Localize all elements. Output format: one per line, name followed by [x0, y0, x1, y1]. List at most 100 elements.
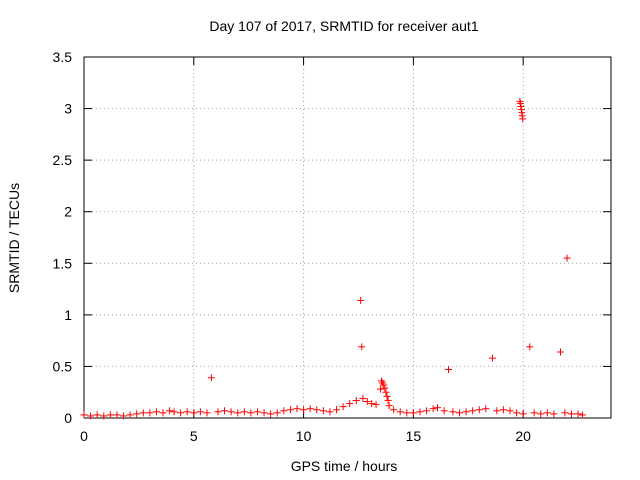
- data-point: [380, 381, 388, 389]
- x-tick-label: 10: [296, 428, 312, 444]
- data-point: [409, 409, 417, 417]
- y-tick-label: 3.5: [53, 49, 73, 65]
- data-point: [126, 411, 134, 419]
- data-point: [434, 404, 442, 412]
- data-point: [106, 411, 114, 419]
- y-axis-label: SRMTID / TECUs: [6, 183, 22, 293]
- data-point: [273, 409, 281, 417]
- data-point: [382, 388, 390, 396]
- data-point: [326, 408, 334, 416]
- data-point: [203, 409, 211, 417]
- data-point: [423, 407, 431, 415]
- ticks: [83, 56, 611, 419]
- data-point: [120, 412, 128, 420]
- data-point: [493, 407, 501, 415]
- data-point: [445, 366, 453, 374]
- data-point: [574, 410, 582, 418]
- data-point: [381, 384, 389, 392]
- data-point: [306, 405, 314, 413]
- data-point: [416, 408, 424, 416]
- data-point: [368, 400, 376, 408]
- data-point: [403, 409, 411, 417]
- grid: [84, 57, 611, 418]
- data-point: [556, 348, 564, 356]
- data-point: [100, 412, 108, 420]
- data-point: [519, 115, 527, 123]
- y-tick-label: 0.5: [53, 358, 73, 374]
- data-point: [383, 392, 391, 400]
- data-point: [240, 408, 248, 416]
- data-point: [87, 412, 95, 420]
- data-point: [390, 406, 398, 414]
- data-point: [196, 408, 204, 416]
- data-point: [396, 408, 404, 416]
- data-point: [376, 385, 384, 393]
- data-point: [253, 408, 261, 416]
- data-point: [152, 408, 160, 416]
- data-point: [183, 408, 191, 416]
- x-tick-labels: 0 5 10 15 20: [80, 428, 531, 444]
- y-tick-label: 3: [64, 101, 72, 117]
- plot-frame: [83, 56, 612, 419]
- data-point: [563, 254, 571, 262]
- data-point: [93, 411, 101, 419]
- x-tick-label: 0: [80, 428, 88, 444]
- y-tick-label: 2: [64, 204, 72, 220]
- data-point: [469, 407, 477, 415]
- y-tick-label: 2.5: [53, 152, 73, 168]
- data-point: [346, 400, 354, 408]
- data-point: [146, 409, 154, 417]
- x-tick-label: 15: [406, 428, 422, 444]
- data-point: [214, 408, 222, 416]
- data-point: [133, 410, 141, 418]
- data-point: [267, 410, 275, 418]
- data-point: [455, 409, 463, 417]
- data-point: [170, 408, 178, 416]
- data-point: [543, 409, 551, 417]
- data-point: [488, 354, 496, 362]
- data-point: [449, 408, 457, 416]
- x-tick-label: 20: [515, 428, 531, 444]
- data-point: [567, 410, 575, 418]
- data-point: [207, 374, 215, 382]
- data-point: [499, 406, 507, 414]
- data-point: [475, 406, 483, 414]
- data-points: [80, 97, 586, 420]
- chart-title: Day 107 of 2017, SRMTID for receiver aut…: [209, 18, 478, 34]
- y-tick-label: 0: [64, 410, 72, 426]
- data-point: [561, 409, 569, 417]
- data-point: [462, 408, 470, 416]
- data-point: [357, 296, 365, 304]
- data-point: [319, 407, 327, 415]
- data-point: [384, 396, 392, 404]
- data-point: [80, 411, 88, 419]
- data-point: [113, 411, 121, 419]
- x-tick-label: 5: [190, 428, 198, 444]
- data-point: [440, 407, 448, 415]
- data-point: [260, 409, 268, 417]
- data-point: [286, 406, 294, 414]
- data-point: [429, 405, 437, 413]
- data-point: [227, 408, 235, 416]
- data-point: [159, 409, 167, 417]
- data-point: [526, 343, 534, 351]
- data-point: [385, 402, 393, 410]
- data-point: [482, 405, 490, 413]
- data-point: [506, 407, 514, 415]
- data-point: [313, 406, 321, 414]
- data-point: [519, 410, 527, 418]
- data-point: [372, 401, 380, 409]
- data-point: [221, 407, 229, 415]
- data-point: [352, 396, 360, 404]
- data-point: [359, 394, 367, 402]
- data-point: [537, 410, 545, 418]
- y-tick-label: 1: [64, 307, 72, 323]
- data-point: [339, 403, 347, 411]
- data-point: [234, 409, 242, 417]
- data-point: [358, 343, 366, 351]
- data-point: [550, 410, 558, 418]
- y-tick-label: 1.5: [53, 255, 73, 271]
- data-point: [300, 406, 308, 414]
- x-axis-label: GPS time / hours: [291, 458, 398, 474]
